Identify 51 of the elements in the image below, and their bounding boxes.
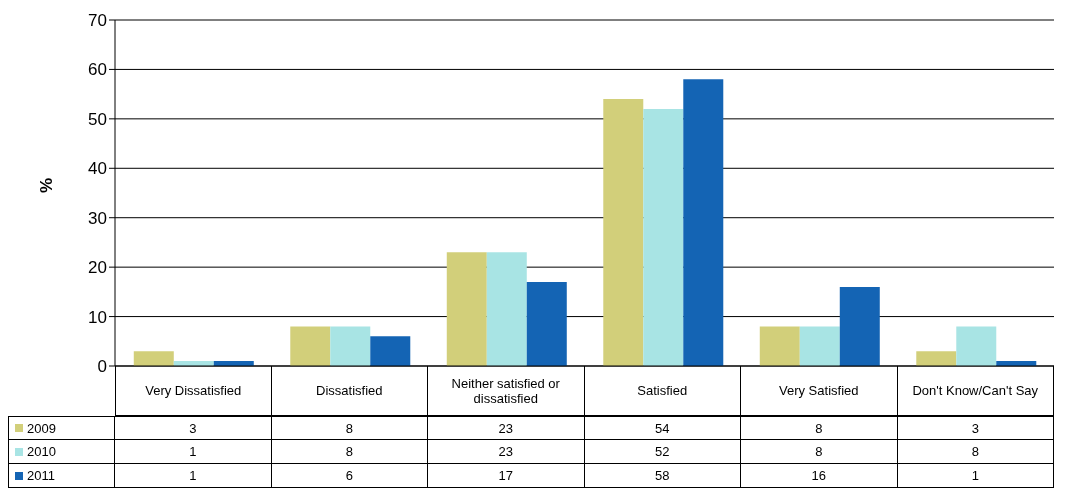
bar [683, 79, 724, 366]
y-tick-label: 30 [88, 208, 107, 228]
y-tick-label: 10 [88, 307, 107, 327]
bar [370, 336, 411, 366]
data-label: 8 [741, 416, 898, 440]
y-tick-label: 70 [88, 11, 107, 31]
bar [330, 326, 371, 366]
x-tick-label: Satisfied [584, 366, 741, 416]
legend-label: 2009 [27, 420, 56, 436]
data-label: 52 [584, 440, 741, 464]
data-label: 23 [428, 440, 585, 464]
bar [916, 351, 957, 366]
data-label: 8 [897, 440, 1054, 464]
bar [799, 326, 840, 366]
data-label: 16 [741, 464, 898, 488]
data-label: 3 [115, 416, 272, 440]
y-tick-label: 50 [88, 109, 107, 129]
x-tick-label: Very Satisfied [741, 366, 898, 416]
data-label: 6 [271, 464, 428, 488]
legend-label: 2010 [27, 444, 56, 459]
y-tick-label: 20 [88, 258, 107, 278]
data-label: 1 [897, 464, 1054, 488]
y-tick-label: 40 [88, 159, 107, 179]
bar [759, 326, 800, 366]
x-tick-label: Dissatisfied [271, 366, 428, 416]
data-label: 8 [741, 440, 898, 464]
x-tick-label: Very Dissatisfied [115, 366, 272, 416]
bar [133, 351, 174, 366]
bar [603, 99, 644, 366]
bar [446, 252, 487, 366]
bar [839, 286, 880, 366]
data-label: 1 [115, 464, 272, 488]
bar [643, 108, 684, 366]
x-tick-label: Don't Know/Can't Say [897, 366, 1054, 416]
y-axis-title: % [37, 177, 57, 193]
y-tick-label: 0 [97, 357, 107, 377]
legend-label: 2011 [27, 468, 55, 483]
data-label: 54 [584, 416, 741, 440]
data-label: 3 [897, 416, 1054, 440]
data-label: 1 [115, 440, 272, 464]
data-label: 8 [271, 416, 428, 440]
bar [486, 252, 527, 366]
data-label: 17 [428, 464, 585, 488]
bar [290, 326, 331, 366]
y-tick-label: 60 [88, 60, 107, 80]
data-label: 8 [271, 440, 428, 464]
bar [956, 326, 997, 366]
bar [526, 281, 567, 366]
data-label: 23 [428, 416, 585, 440]
x-tick-label: Neither satisfied or dissatisfied [428, 366, 585, 416]
data-label: 58 [584, 464, 741, 488]
